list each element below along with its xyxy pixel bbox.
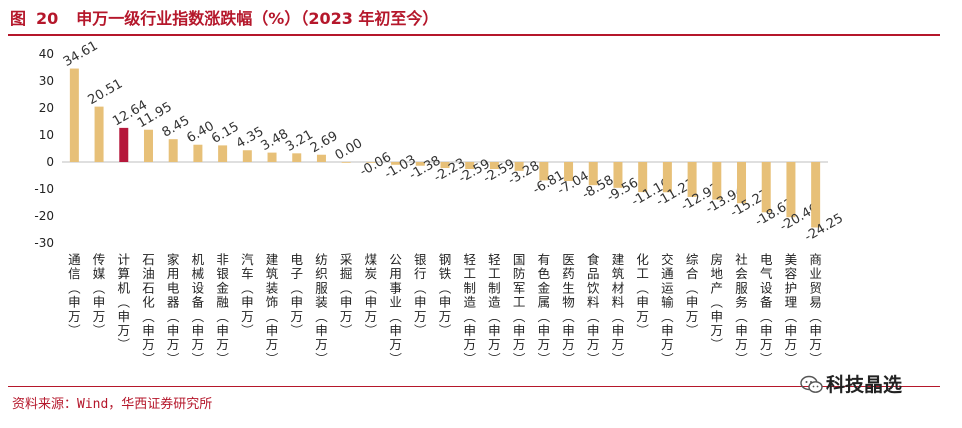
- y-tick-label: 0: [46, 155, 54, 169]
- category-label: 商业贸易︵申万︶: [809, 252, 822, 366]
- figure-title-text: 申万一级行业指数涨跌幅（%）（2023 年初至今）: [76, 9, 439, 28]
- bar: [440, 162, 450, 169]
- category-label: 建筑装饰︵申万︶: [266, 252, 279, 366]
- category-label: 家用电器︵申万︶: [167, 252, 180, 366]
- data-label: 20.51: [86, 76, 126, 108]
- data-label: 34.61: [61, 40, 101, 70]
- category-label: 纺织服装︵申万︶: [315, 252, 328, 366]
- bar: [341, 162, 351, 163]
- category-label: 美容护理︵申万︶: [785, 252, 798, 366]
- bar: [242, 150, 252, 162]
- y-tick-label: 40: [39, 47, 54, 61]
- bar: [786, 162, 796, 218]
- y-tick-label: -10: [34, 182, 54, 196]
- category-label: 石油石化︵申万︶: [142, 252, 155, 366]
- category-label: 非银金融︵申万︶: [216, 252, 229, 366]
- category-label: 采掘︵申万︶: [340, 252, 353, 338]
- y-tick-label: -30: [34, 236, 54, 250]
- bar: [811, 162, 821, 228]
- figure-title: 图 20 申万一级行业指数涨跌幅（%）（2023 年初至今）: [10, 6, 438, 32]
- bar: [539, 162, 549, 181]
- category-label: 银行︵申万︶: [414, 252, 427, 338]
- bar: [761, 162, 771, 213]
- category-label: 电子︵申万︶: [290, 252, 303, 338]
- category-label: 轻工制造︵申万︶: [463, 252, 476, 366]
- bar: [267, 152, 277, 162]
- category-label: 汽车︵申万︶: [241, 252, 254, 338]
- category-label: 社会服务︵申万︶: [735, 252, 748, 366]
- bar: [94, 106, 104, 162]
- category-label: 公用事业︵申万︶: [389, 252, 402, 366]
- bar: [687, 162, 697, 197]
- y-tick-label: 20: [39, 101, 54, 115]
- bar: [391, 162, 401, 165]
- title-divider: [8, 34, 940, 36]
- category-label: 有色金属︵申万︶: [538, 252, 551, 366]
- y-tick-label: 30: [39, 74, 54, 88]
- bar: [143, 129, 153, 162]
- category-label: 传媒︵申万︶: [93, 252, 106, 338]
- bar: [316, 154, 326, 162]
- bar: [489, 162, 499, 169]
- bar: [613, 162, 623, 188]
- y-tick-label: -20: [34, 209, 54, 223]
- bar: [415, 162, 425, 166]
- bar-chart: 40 30 20 10 0 -10 -20 -30 34.61 通信︵申万︶ 20.51 传媒︵申万︶…: [34, 40, 846, 366]
- bar: [69, 68, 79, 162]
- category-label: 电气设备︵申万︶: [760, 252, 773, 366]
- bar: [514, 162, 524, 171]
- y-tick-label: 10: [39, 128, 54, 142]
- bar: [737, 162, 747, 204]
- watermark: 科技晶选: [826, 374, 903, 396]
- category-label: 建筑材料︵申万︶: [612, 252, 625, 366]
- category-label: 钢铁︵申万︶: [439, 252, 452, 338]
- source-divider: [8, 386, 940, 387]
- bar: [292, 153, 302, 162]
- category-label: 国防军工︵申万︶: [513, 252, 526, 366]
- bar: [366, 162, 376, 163]
- bar: [712, 162, 722, 200]
- category-label: 轻工制造︵申万︶: [488, 252, 501, 366]
- bar: [119, 127, 129, 162]
- figure-label: 图: [10, 9, 27, 28]
- category-label: 煤炭︵申万︶: [365, 252, 378, 338]
- figure-number: 20: [36, 9, 59, 28]
- category-label: 通信︵申万︶: [68, 252, 81, 338]
- bar: [638, 162, 648, 193]
- category-label: 食品饮料︵申万︶: [587, 252, 600, 366]
- category-label: 交通运输︵申万︶: [661, 252, 674, 366]
- wechat-icon: [800, 375, 823, 393]
- category-label: 机械设备︵申万︶: [192, 252, 205, 366]
- bar: [168, 139, 178, 162]
- bar: [662, 162, 672, 193]
- bar: [465, 162, 475, 169]
- bar: [218, 145, 228, 162]
- category-label: 综合︵申万︶: [686, 252, 699, 338]
- category-label: 医药生物︵申万︶: [562, 252, 575, 366]
- bar: [564, 162, 574, 182]
- category-label: 房地产︵申万︶: [711, 252, 724, 352]
- category-label: 化工︵申万︶: [636, 252, 649, 338]
- category-label: 计算机︵申万︶: [118, 252, 131, 352]
- source-note: 资料来源：Wind，华西证券研究所: [12, 397, 213, 412]
- bar: [588, 162, 598, 186]
- bar: [193, 144, 203, 162]
